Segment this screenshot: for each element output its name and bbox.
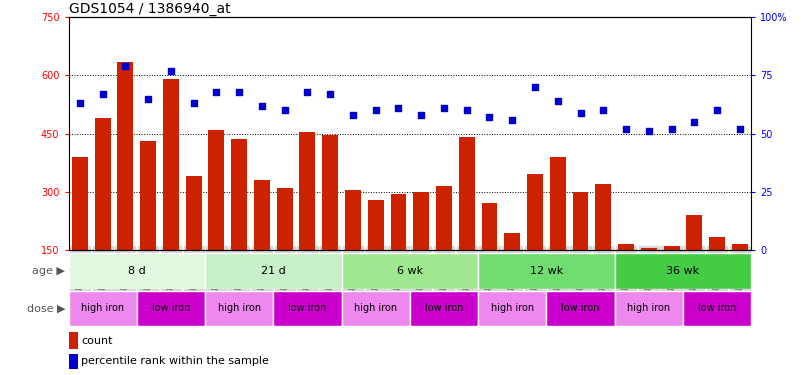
Bar xyxy=(709,237,725,250)
Bar xyxy=(615,291,683,326)
Bar xyxy=(185,176,202,250)
Bar xyxy=(345,190,361,250)
Bar xyxy=(69,333,77,349)
Text: 6 wk: 6 wk xyxy=(397,266,423,276)
Text: 36 wk: 36 wk xyxy=(667,266,700,276)
Text: high iron: high iron xyxy=(491,303,534,313)
Text: low iron: low iron xyxy=(152,303,190,313)
Bar xyxy=(205,253,342,289)
Point xyxy=(256,102,268,108)
Text: percentile rank within the sample: percentile rank within the sample xyxy=(81,356,268,366)
Bar xyxy=(596,184,611,250)
Point xyxy=(529,84,542,90)
Bar xyxy=(322,135,339,250)
Bar xyxy=(118,62,133,250)
Bar xyxy=(436,186,452,250)
Bar xyxy=(572,192,588,250)
Text: 12 wk: 12 wk xyxy=(530,266,563,276)
Text: low iron: low iron xyxy=(561,303,600,313)
Text: count: count xyxy=(81,336,112,346)
Point xyxy=(142,96,155,102)
Point xyxy=(596,107,609,113)
Text: high iron: high iron xyxy=(354,303,397,313)
Text: 21 d: 21 d xyxy=(261,266,285,276)
Bar xyxy=(478,253,615,289)
Bar xyxy=(69,354,77,369)
Bar xyxy=(342,291,409,326)
Text: high iron: high iron xyxy=(81,303,124,313)
Point xyxy=(96,91,109,97)
Point xyxy=(733,126,746,132)
Text: age ▶: age ▶ xyxy=(32,266,65,276)
Text: high iron: high iron xyxy=(218,303,261,313)
Bar xyxy=(409,291,478,326)
Text: low iron: low iron xyxy=(425,303,463,313)
Text: 8 d: 8 d xyxy=(128,266,146,276)
Bar xyxy=(69,291,137,326)
Point xyxy=(164,68,177,74)
Text: low iron: low iron xyxy=(289,303,326,313)
Bar xyxy=(273,291,342,326)
Point xyxy=(187,100,200,106)
Bar xyxy=(94,118,110,250)
Point xyxy=(392,105,405,111)
Bar xyxy=(459,137,475,250)
Text: high iron: high iron xyxy=(627,303,671,313)
Point xyxy=(688,119,700,125)
Bar xyxy=(641,248,657,250)
Point xyxy=(551,98,564,104)
Bar xyxy=(527,174,543,250)
Point xyxy=(438,105,451,111)
Point xyxy=(369,107,382,113)
Point xyxy=(119,63,132,69)
Bar xyxy=(276,188,293,250)
Point xyxy=(324,91,337,97)
Point xyxy=(483,114,496,120)
Bar xyxy=(209,130,224,250)
Bar xyxy=(481,204,497,250)
Text: dose ▶: dose ▶ xyxy=(27,303,65,313)
Point xyxy=(210,88,223,94)
Point xyxy=(642,128,655,134)
Point xyxy=(73,100,86,106)
Bar xyxy=(391,194,406,250)
Point xyxy=(711,107,724,113)
Point xyxy=(278,107,291,113)
Bar xyxy=(300,132,315,250)
Bar xyxy=(663,246,679,250)
Bar xyxy=(342,253,478,289)
Bar xyxy=(137,291,205,326)
Point xyxy=(233,88,246,94)
Point xyxy=(506,117,519,123)
Bar xyxy=(505,232,520,250)
Point xyxy=(574,110,587,116)
Bar xyxy=(205,291,273,326)
Bar xyxy=(368,200,384,250)
Point xyxy=(415,112,428,118)
Point xyxy=(665,126,678,132)
Bar xyxy=(163,79,179,250)
Point xyxy=(460,107,473,113)
Point xyxy=(301,88,314,94)
Bar xyxy=(69,253,205,289)
Bar xyxy=(550,157,566,250)
Bar xyxy=(72,157,88,250)
Text: low iron: low iron xyxy=(698,303,736,313)
Bar xyxy=(254,180,270,250)
Bar xyxy=(683,291,751,326)
Point xyxy=(347,112,359,118)
Bar xyxy=(615,253,751,289)
Bar xyxy=(478,291,546,326)
Bar xyxy=(140,141,156,250)
Point xyxy=(620,126,633,132)
Bar xyxy=(546,291,615,326)
Bar xyxy=(618,244,634,250)
Bar xyxy=(413,192,429,250)
Text: GDS1054 / 1386940_at: GDS1054 / 1386940_at xyxy=(69,2,231,16)
Bar xyxy=(231,140,247,250)
Bar xyxy=(687,215,702,250)
Bar xyxy=(732,244,748,250)
